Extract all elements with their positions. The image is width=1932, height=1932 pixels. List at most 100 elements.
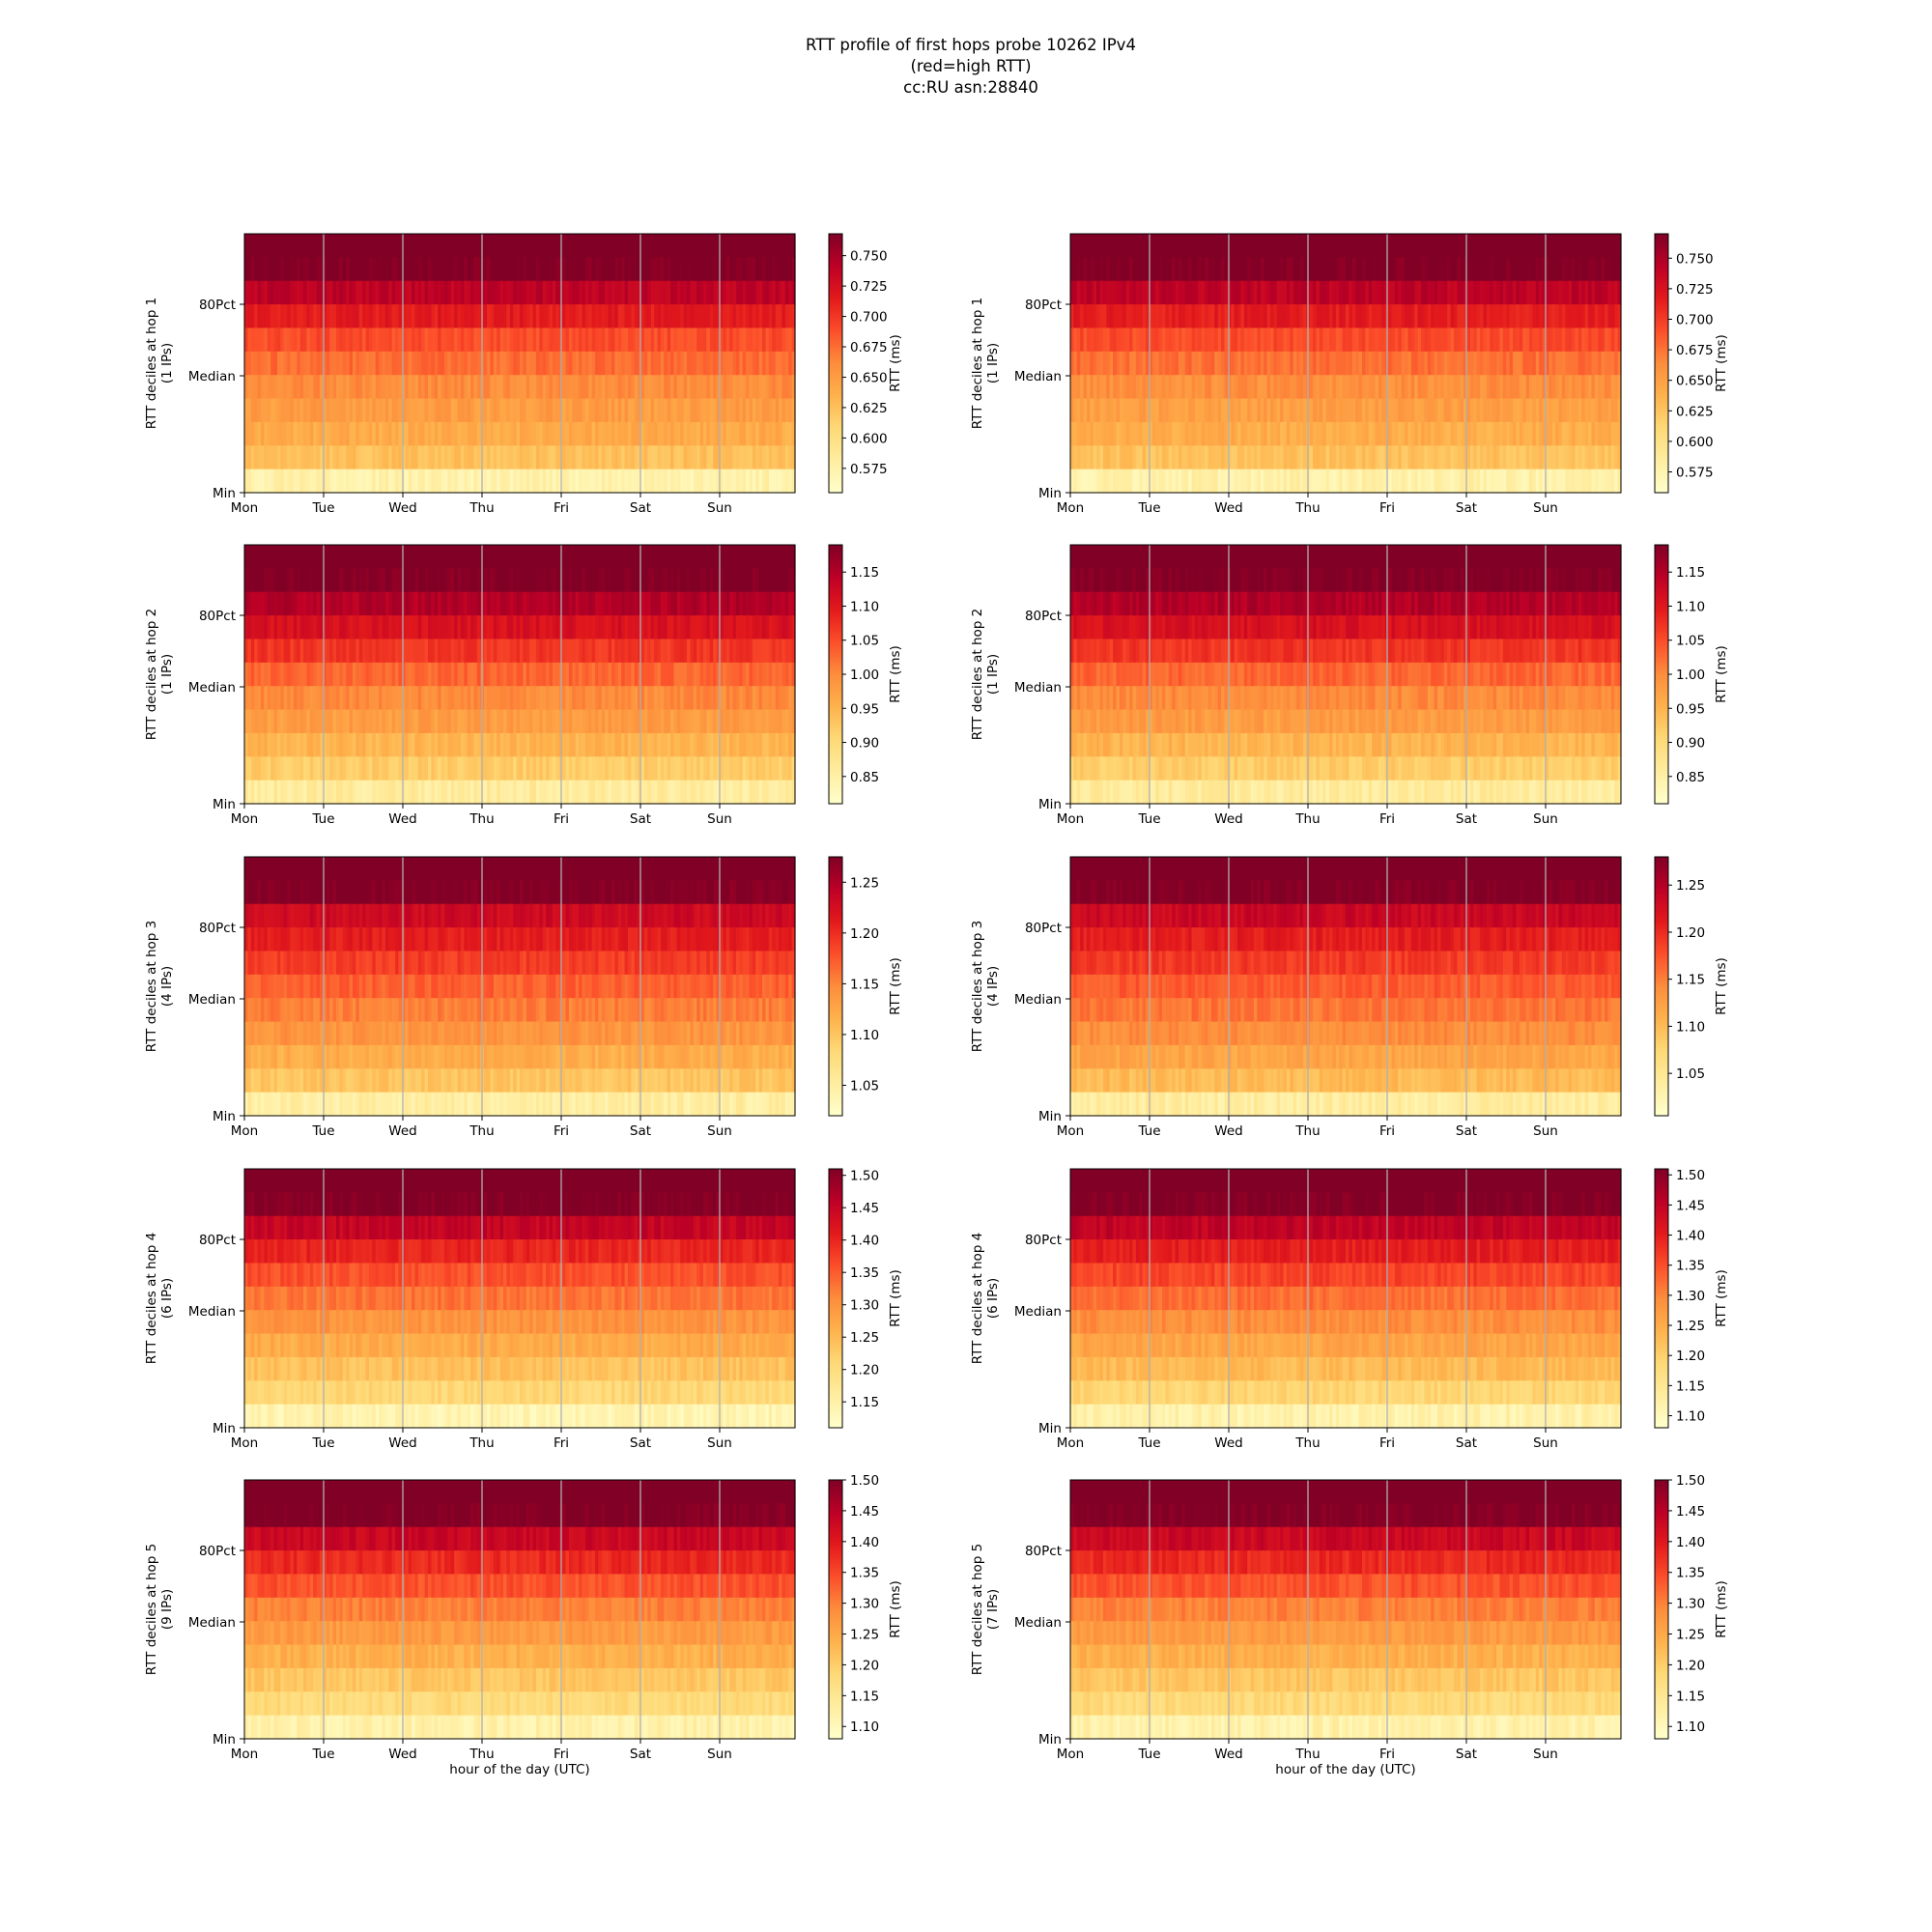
heatmap-cell xyxy=(470,469,475,494)
heatmap-cell xyxy=(650,327,655,353)
heatmap-cell xyxy=(555,280,560,305)
heatmap-cell xyxy=(443,398,448,423)
heatmap-cell xyxy=(391,257,396,282)
heatmap-cell xyxy=(1532,445,1537,470)
heatmap-cell xyxy=(699,398,704,423)
heatmap-cell xyxy=(526,280,530,305)
heatmap-cell xyxy=(1146,327,1151,353)
heatmap-cell xyxy=(270,398,275,423)
heatmap-cell xyxy=(755,280,760,305)
heatmap-cell xyxy=(329,327,334,353)
heatmap-cell xyxy=(650,445,655,470)
heatmap-cell xyxy=(716,398,721,423)
heatmap-cell xyxy=(680,280,685,305)
heatmap-cell xyxy=(434,327,439,353)
heatmap-cell xyxy=(532,375,537,400)
heatmap-cell xyxy=(634,421,639,446)
heatmap-cell xyxy=(1601,445,1605,470)
heatmap-cell xyxy=(676,421,681,446)
heatmap-cell xyxy=(414,421,419,446)
heatmap-cell xyxy=(1476,445,1481,470)
heatmap-cell xyxy=(775,398,780,423)
heatmap-cell xyxy=(1201,445,1206,470)
heatmap-cell xyxy=(1293,469,1297,494)
heatmap-cell xyxy=(1349,445,1353,470)
heatmap-cell xyxy=(1372,469,1377,494)
heatmap-cell xyxy=(634,327,639,353)
heatmap-cell xyxy=(440,351,445,376)
heatmap-cell xyxy=(260,639,265,664)
heatmap-cell xyxy=(509,445,514,470)
heatmap-cell xyxy=(1106,469,1111,494)
heatmap-cell xyxy=(523,686,527,711)
heatmap-cell xyxy=(516,445,521,470)
heatmap-cell xyxy=(483,375,488,400)
heatmap-cell xyxy=(293,732,298,757)
heatmap-cell xyxy=(313,351,318,376)
heatmap-cell xyxy=(768,398,773,423)
heatmap-cell xyxy=(716,445,721,470)
heatmap-cell xyxy=(723,327,727,353)
heatmap-cell xyxy=(716,375,721,400)
heatmap-cell xyxy=(1076,421,1081,446)
heatmap-cell xyxy=(699,304,704,329)
heatmap-cell xyxy=(257,257,262,282)
heatmap-cell xyxy=(516,234,521,258)
heatmap-cell xyxy=(326,327,330,353)
heatmap-cell xyxy=(1394,234,1399,258)
heatmap-cell xyxy=(664,375,668,400)
heatmap-cell xyxy=(723,445,727,470)
heatmap-cell xyxy=(735,234,740,258)
heatmap-cell xyxy=(1394,351,1399,376)
heatmap-cell xyxy=(1476,327,1481,353)
heatmap-cell xyxy=(683,445,688,470)
heatmap-cell xyxy=(1394,327,1399,353)
heatmap-cell xyxy=(260,732,265,757)
heatmap-cell xyxy=(1080,234,1085,258)
heatmap-cell xyxy=(723,469,727,494)
heatmap-cell xyxy=(375,280,380,305)
heatmap-cell xyxy=(779,375,783,400)
heatmap-cell xyxy=(250,445,255,470)
heatmap-cell xyxy=(1394,257,1399,282)
heatmap-cell xyxy=(591,568,596,593)
heatmap-cell xyxy=(1555,445,1560,470)
heatmap-cell xyxy=(1129,234,1134,258)
heatmap-cell xyxy=(575,469,580,494)
heatmap-cell xyxy=(316,375,321,400)
heatmap-cell xyxy=(614,234,619,258)
heatmap-cell xyxy=(582,732,586,757)
heatmap-cell xyxy=(1453,327,1458,353)
heatmap-cell xyxy=(467,257,471,282)
heatmap-cell xyxy=(499,615,504,640)
heatmap-cell xyxy=(1151,327,1156,353)
heatmap-cell xyxy=(1614,351,1619,376)
heatmap-cell xyxy=(467,709,471,734)
heatmap-cell xyxy=(1532,469,1537,494)
heatmap-cell xyxy=(352,280,356,305)
heatmap-cell xyxy=(1509,234,1514,258)
heatmap-cell xyxy=(1070,234,1074,258)
heatmap-cell xyxy=(555,469,560,494)
heatmap-cell xyxy=(723,257,727,282)
heatmap-cell xyxy=(1532,375,1537,400)
heatmap-cell xyxy=(520,398,524,423)
heatmap-cell xyxy=(752,445,756,470)
heatmap-cell xyxy=(749,234,753,258)
heatmap-cell xyxy=(1361,304,1366,329)
heatmap-cell xyxy=(588,304,593,329)
heatmap-cell xyxy=(699,421,704,446)
heatmap-cell xyxy=(579,280,583,305)
heatmap-cell xyxy=(408,351,412,376)
heatmap-cell xyxy=(595,469,600,494)
heatmap-cell xyxy=(703,375,707,400)
x-tick-label: Tue xyxy=(1137,500,1160,516)
heatmap-cell xyxy=(1499,257,1504,282)
heatmap-cell xyxy=(329,257,334,282)
heatmap-cell xyxy=(1591,398,1596,423)
heatmap-cell xyxy=(532,257,537,282)
heatmap-cell xyxy=(1129,257,1134,282)
heatmap-cell xyxy=(640,257,645,282)
heatmap-cell xyxy=(520,304,524,329)
heatmap-cell xyxy=(1269,445,1274,470)
